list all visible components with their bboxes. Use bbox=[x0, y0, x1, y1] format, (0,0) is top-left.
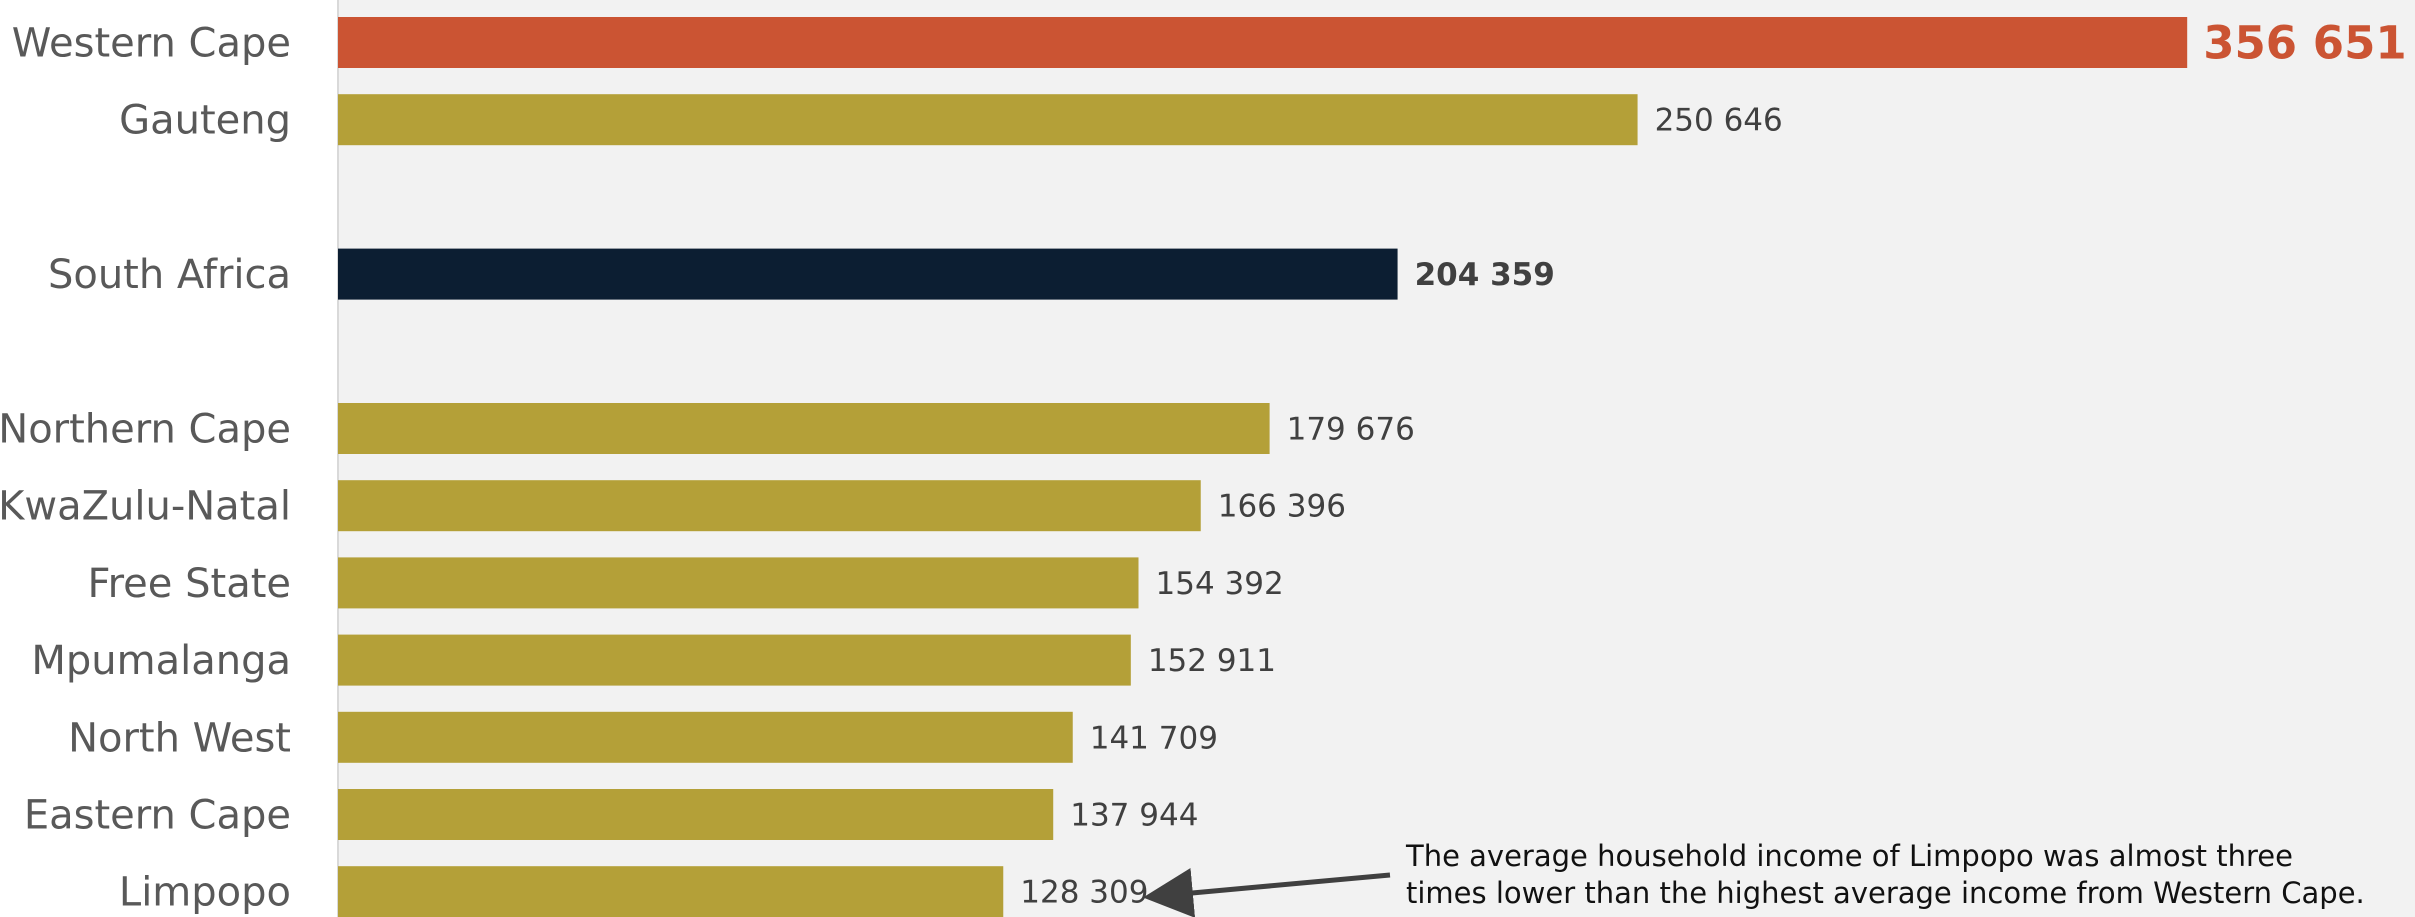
value-labels: 356 651 250 646 204 359 179 676 166 396 154 3… bbox=[1020, 17, 2406, 911]
annotation-line-2: times lower than the highest average inc… bbox=[1406, 876, 2365, 910]
value-label-western-cape: 356 651 bbox=[2203, 17, 2407, 70]
bar-group bbox=[338, 17, 2188, 917]
bar-south-africa bbox=[338, 248, 1398, 300]
bar-gauteng bbox=[338, 94, 1638, 146]
category-label-mpumalanga: Mpumalanga bbox=[31, 638, 291, 684]
category-label-limpopo: Limpopo bbox=[119, 870, 291, 916]
value-label-gauteng: 250 646 bbox=[1655, 103, 1783, 139]
category-labels: Western Cape Gauteng South Africa Northern … bbox=[0, 21, 291, 916]
annotation-line-1: The average household income of Limpopo … bbox=[1405, 839, 2293, 873]
bar-north-west bbox=[338, 711, 1073, 763]
bar-limpopo bbox=[338, 866, 1004, 917]
bar-western-cape bbox=[338, 17, 2188, 68]
category-label-gauteng: Gauteng bbox=[119, 98, 291, 144]
bar-free-state bbox=[338, 557, 1139, 609]
category-label-western-cape: Western Cape bbox=[12, 21, 291, 67]
category-label-free-state: Free State bbox=[88, 561, 291, 607]
category-label-kwazulu-natal: KwaZulu-Natal bbox=[0, 484, 291, 530]
annotation-arrow bbox=[1143, 868, 1391, 917]
category-label-north-west: North West bbox=[68, 715, 291, 761]
value-label-limpopo: 128 309 bbox=[1020, 875, 1148, 911]
category-label-south-africa: South Africa bbox=[48, 252, 291, 298]
value-label-mpumalanga: 152 911 bbox=[1148, 643, 1276, 679]
category-label-northern-cape: Northern Cape bbox=[0, 407, 291, 453]
category-label-eastern-cape: Eastern Cape bbox=[24, 793, 291, 839]
bar-northern-cape bbox=[338, 403, 1270, 454]
value-label-free-state: 154 392 bbox=[1156, 566, 1284, 602]
value-label-kwazulu-natal: 166 396 bbox=[1218, 489, 1346, 525]
value-label-eastern-cape: 137 944 bbox=[1070, 798, 1198, 834]
bar-mpumalanga bbox=[338, 634, 1131, 686]
value-label-north-west: 141 709 bbox=[1090, 720, 1218, 756]
bar-eastern-cape bbox=[338, 789, 1054, 840]
annotation: The average household income of Limpopo … bbox=[1143, 839, 2365, 917]
bar-kwazulu-natal bbox=[338, 480, 1201, 532]
value-label-south-africa: 204 359 bbox=[1415, 257, 1555, 293]
value-label-northern-cape: 179 676 bbox=[1287, 412, 1415, 448]
plot-background bbox=[338, 0, 2415, 917]
